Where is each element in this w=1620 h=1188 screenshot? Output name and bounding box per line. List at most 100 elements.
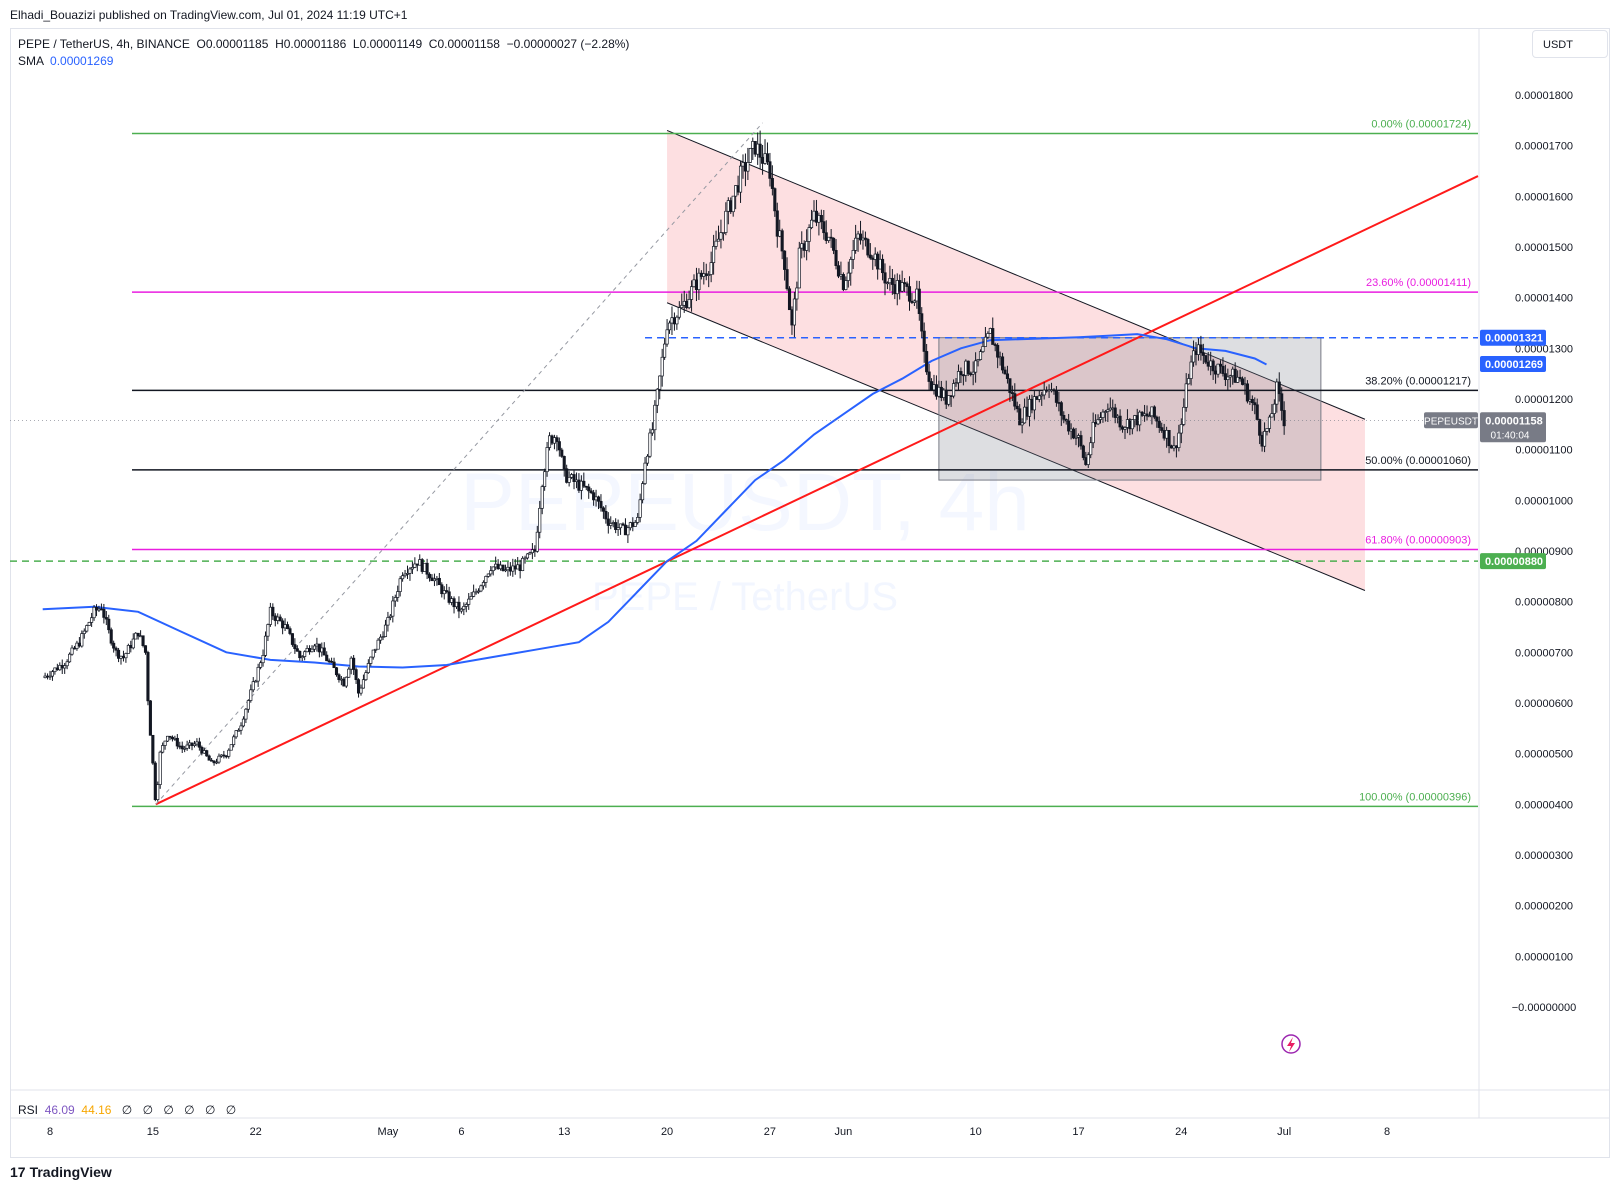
candle-body: [929, 381, 934, 391]
watermark-symbol: PEPEUSDT, 4h: [460, 457, 1030, 548]
time-axis[interactable]: 8 15 22 May 6 13 20 27 Jun 10 17 24 Jul 8: [10, 1089, 1610, 1138]
candle: [900, 270, 904, 293]
empty-value-4: ∅: [184, 1103, 195, 1117]
candle-body: [636, 517, 640, 523]
candle-body: [780, 230, 784, 252]
candle-body: [761, 156, 765, 164]
candle: [841, 272, 845, 292]
price-tick-label: 0.00000400: [1515, 799, 1573, 811]
candle-body: [298, 650, 302, 659]
time-tick-label: May: [378, 1126, 399, 1138]
candle-body: [58, 664, 62, 671]
candle: [655, 387, 659, 414]
candle: [863, 231, 867, 247]
candle: [690, 280, 694, 312]
candle: [599, 494, 603, 512]
candle: [1272, 399, 1276, 421]
candle-body: [543, 471, 547, 487]
candle-body: [792, 298, 796, 326]
candle: [807, 224, 811, 253]
candle: [158, 750, 162, 789]
candle-body: [99, 608, 103, 611]
candle-body: [1258, 419, 1262, 436]
candle: [53, 667, 57, 675]
price-axis[interactable]: 0.00001800 0.00001700 0.00001600 0.00001500…: [1478, 28, 1576, 1118]
candle-body: [883, 272, 887, 284]
candle: [844, 276, 848, 291]
candle-body: [949, 395, 953, 397]
price-tick-label: 0.00001000: [1515, 495, 1573, 507]
candle-body: [934, 384, 938, 397]
candle: [991, 317, 995, 345]
close-label: C: [428, 37, 438, 51]
candle-body: [440, 584, 444, 595]
candle-body: [807, 227, 811, 242]
currency-selector[interactable]: USDT: [1532, 30, 1608, 58]
candle-body: [308, 648, 312, 653]
candle-body: [72, 647, 77, 650]
candle-body: [178, 745, 182, 748]
range-box[interactable]: [938, 337, 1322, 481]
fib-retracement[interactable]: 0.00% (0.00001724) 23.60% (0.00001411) 38.…: [132, 119, 1478, 808]
sma-value: 0.00001269: [50, 54, 114, 68]
sma-line: [42, 333, 1267, 669]
fib-label-0: 0.00% (0.00001724): [1371, 119, 1471, 131]
candle: [746, 147, 750, 180]
candle-body: [1165, 430, 1169, 439]
rsi-label[interactable]: RSI: [18, 1103, 39, 1117]
candle-body: [1118, 415, 1122, 428]
candle: [129, 640, 133, 653]
candle: [1003, 366, 1007, 375]
candle: [560, 447, 564, 458]
candle-body: [663, 343, 667, 358]
candle-body: [437, 577, 441, 586]
candle-body: [65, 661, 69, 667]
candle-body: [281, 620, 285, 629]
candle-body: [300, 656, 304, 659]
candle: [1238, 369, 1242, 382]
candle: [1040, 392, 1044, 406]
trendlines[interactable]: [155, 122, 1479, 806]
candle-body: [665, 329, 669, 345]
candle-body: [217, 755, 221, 763]
candle-body: [1013, 393, 1017, 407]
candle-body: [523, 557, 527, 560]
candle: [1054, 386, 1058, 407]
candle: [763, 139, 767, 165]
candle: [849, 256, 853, 286]
candle: [535, 525, 539, 553]
candle: [981, 338, 985, 353]
candle-body: [342, 678, 346, 687]
candle-body: [379, 636, 383, 641]
price-tick-label: 0.00000200: [1515, 901, 1573, 913]
candle: [241, 716, 245, 728]
candle: [126, 643, 130, 654]
candle: [562, 455, 566, 477]
sma-label[interactable]: SMA: [18, 54, 44, 68]
horizontal-rays[interactable]: [10, 336, 1478, 562]
tradingview-footer[interactable]: 17 TradingView: [10, 1164, 112, 1180]
current-price-tag-bg: [1480, 412, 1546, 443]
candle: [388, 614, 392, 621]
candle-body: [540, 486, 544, 509]
candle-body: [560, 449, 564, 457]
candle: [356, 678, 361, 698]
channel-lower-line: [666, 302, 1366, 591]
candle: [1079, 430, 1083, 450]
candle: [349, 656, 353, 675]
candle: [139, 630, 143, 638]
symbol-label[interactable]: PEPE / TetherUS, 4h, BINANCE: [18, 37, 190, 51]
candle-body: [310, 648, 314, 653]
descending-channel[interactable]: [666, 130, 1366, 591]
candle-body: [829, 236, 833, 239]
candle: [922, 322, 926, 363]
candle-body: [1023, 406, 1027, 424]
alert-icon[interactable]: [1281, 1034, 1301, 1054]
candle-body: [998, 356, 1002, 359]
candle: [366, 659, 370, 674]
time-tick-label: 15: [147, 1126, 159, 1138]
candle: [1042, 382, 1046, 400]
candle: [298, 650, 302, 661]
candle-body: [114, 647, 118, 651]
